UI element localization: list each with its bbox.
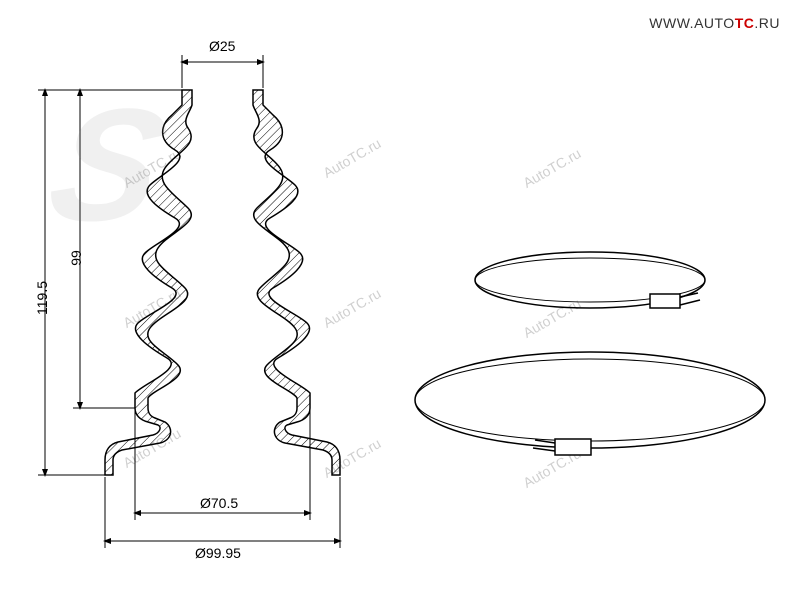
label-top-diameter: Ø25 xyxy=(209,38,235,54)
label-height-outer: 119.5 xyxy=(34,281,50,315)
brand-watermark: S xyxy=(36,77,181,255)
technical-drawing: S xyxy=(0,0,800,600)
label-bottom-outer: Ø99.95 xyxy=(195,545,241,561)
boot-right-wall xyxy=(253,90,340,475)
svg-text:S: S xyxy=(36,77,181,255)
clamp-large xyxy=(415,352,765,455)
label-bottom-inner: Ø70.5 xyxy=(200,495,238,511)
dim-top-diameter xyxy=(182,55,263,88)
clamp-small xyxy=(475,252,705,308)
label-height-inner: 99 xyxy=(68,250,84,266)
